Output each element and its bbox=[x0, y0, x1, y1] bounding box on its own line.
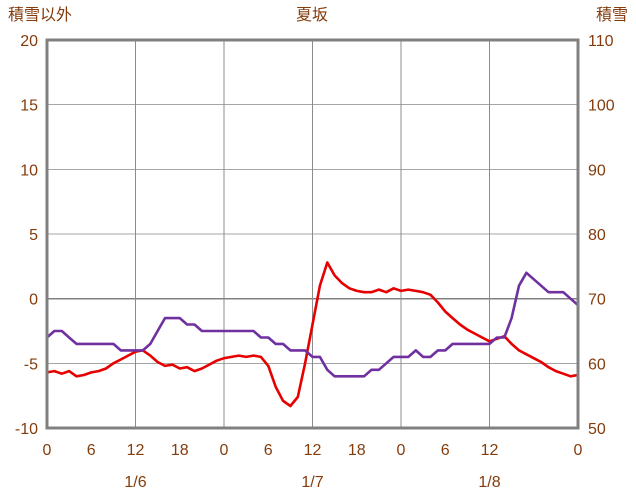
x-axis-tick-label: 12 bbox=[127, 442, 145, 459]
x-axis-tick-label: 6 bbox=[441, 442, 450, 459]
x-axis-tick-label: 0 bbox=[397, 442, 406, 459]
x-axis-tick-label: 0 bbox=[574, 442, 583, 459]
x-axis-tick-label: 0 bbox=[220, 442, 229, 459]
plot-border bbox=[45, 38, 580, 430]
left-axis-tick-label: 10 bbox=[20, 162, 38, 179]
chart-title: 夏坂 bbox=[296, 6, 328, 24]
right-axis-tick-label: 100 bbox=[588, 98, 615, 115]
right-axis-tick-label: 110 bbox=[588, 33, 614, 50]
left-axis-tick-label: -10 bbox=[15, 421, 38, 438]
left-axis-tick-label: 5 bbox=[29, 227, 38, 244]
right-axis-title: 積雪 bbox=[596, 6, 628, 24]
x-axis-tick-label: 18 bbox=[348, 442, 366, 459]
x-axis-tick-label: 0 bbox=[43, 442, 52, 459]
right-axis-tick-label: 70 bbox=[588, 292, 606, 309]
left-axis-title: 積雪以外 bbox=[8, 6, 72, 24]
gridlines bbox=[47, 40, 578, 428]
x-axis-tick-label: 6 bbox=[264, 442, 273, 459]
left-axis-tick-label: 20 bbox=[20, 33, 38, 50]
right-axis-tick-label: 60 bbox=[588, 356, 606, 373]
left-axis-tick-label: 0 bbox=[29, 292, 38, 309]
right-axis-tick-label: 50 bbox=[588, 421, 606, 438]
x-axis-tick-label: 12 bbox=[481, 442, 499, 459]
series-lines bbox=[45, 261, 580, 408]
right-axis-tick-label: 80 bbox=[588, 227, 606, 244]
left-axis-tick-label: 15 bbox=[20, 98, 38, 115]
red-line bbox=[45, 261, 580, 408]
left-axis-tick-label: -5 bbox=[24, 356, 38, 373]
x-axis-tick-label: 18 bbox=[171, 442, 189, 459]
x-axis-tick-label: 12 bbox=[304, 442, 322, 459]
right-axis-tick-label: 90 bbox=[588, 162, 606, 179]
x-axis-tick-label: 6 bbox=[87, 442, 96, 459]
purple-line bbox=[45, 271, 580, 378]
x-axis-day-label: 1/6 bbox=[124, 474, 146, 491]
x-axis-day-label: 1/8 bbox=[478, 474, 500, 491]
x-axis-day-label: 1/7 bbox=[301, 474, 323, 491]
